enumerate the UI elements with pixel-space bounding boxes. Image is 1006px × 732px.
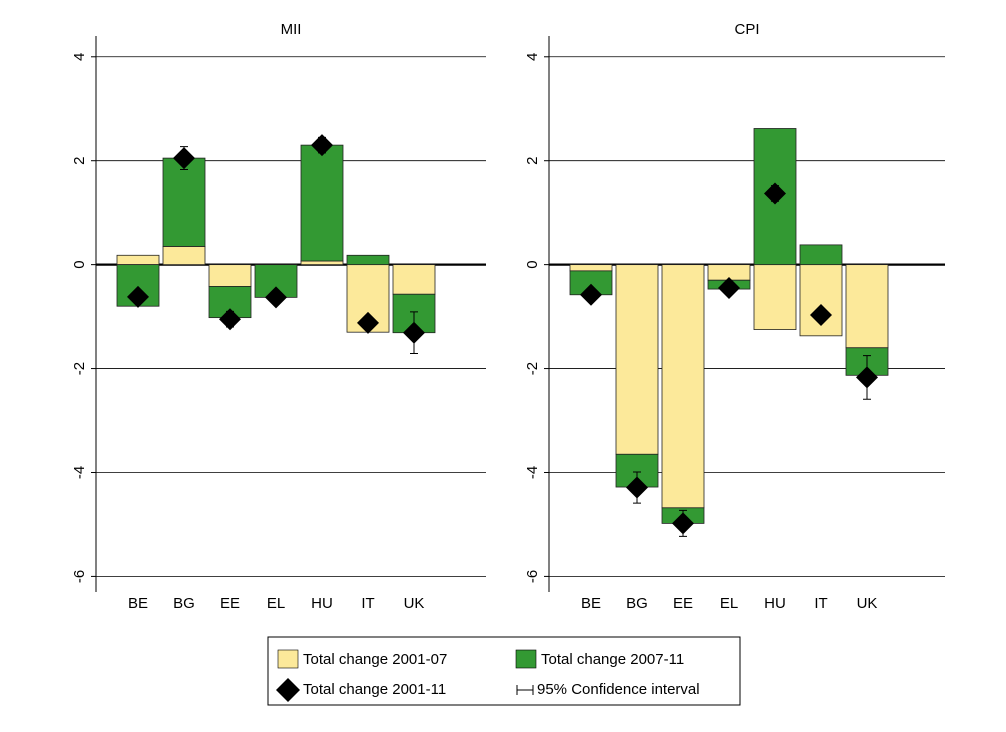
diamond-marker xyxy=(173,147,195,170)
y-tick-label: -2 xyxy=(524,362,541,375)
bar xyxy=(845,264,889,349)
bar xyxy=(753,264,797,330)
legend-label: Total change 2001-07 xyxy=(303,651,447,668)
y-tick-label: -4 xyxy=(524,466,541,479)
bar xyxy=(569,264,613,272)
x-tick-label: HU xyxy=(764,595,786,612)
diamond-marker xyxy=(856,366,878,389)
legend-box xyxy=(267,636,741,706)
y-tick-label: 0 xyxy=(71,260,88,268)
bar xyxy=(346,254,390,266)
diamond-marker xyxy=(580,283,602,306)
y-tick-label: -2 xyxy=(71,362,88,375)
y-tick-label: 4 xyxy=(524,53,541,61)
bar xyxy=(116,254,160,266)
diamond-marker xyxy=(265,286,287,309)
legend-label: Total change 2001-11 xyxy=(303,681,446,698)
bar xyxy=(208,264,252,287)
bar xyxy=(615,264,659,455)
bar xyxy=(300,260,344,266)
diamond-marker xyxy=(219,308,241,331)
x-tick-label: EE xyxy=(673,595,693,612)
legend-label: 95% Confidence interval xyxy=(537,681,700,698)
y-tick-label: -6 xyxy=(524,570,541,583)
x-tick-label: IT xyxy=(361,595,374,612)
y-tick-label: 2 xyxy=(524,157,541,165)
panel-title: MII xyxy=(281,21,302,38)
bar xyxy=(661,264,705,509)
bar xyxy=(162,246,206,266)
bar xyxy=(392,264,436,295)
bar xyxy=(799,244,843,266)
panel-title: CPI xyxy=(734,21,759,38)
x-tick-label: IT xyxy=(814,595,827,612)
diamond-marker xyxy=(718,277,740,300)
y-tick-label: -6 xyxy=(71,570,88,583)
legend-ci xyxy=(516,685,534,695)
diamond-marker xyxy=(672,512,694,535)
y-tick-label: 2 xyxy=(71,157,88,165)
y-tick-label: 0 xyxy=(524,260,541,268)
diamond-marker xyxy=(764,182,786,205)
diamond-marker xyxy=(357,311,379,334)
x-tick-label: EL xyxy=(720,595,738,612)
diamond-marker xyxy=(626,476,648,499)
bar xyxy=(162,157,206,247)
legend-diamond xyxy=(276,678,300,702)
x-tick-label: BE xyxy=(581,595,601,612)
legend-label: Total change 2007-11 xyxy=(541,651,684,668)
y-tick-label: 4 xyxy=(71,53,88,61)
diamond-marker xyxy=(127,285,149,308)
legend-swatch xyxy=(277,649,299,669)
legend-swatch xyxy=(515,649,537,669)
x-tick-label: UK xyxy=(404,595,425,612)
x-tick-label: BG xyxy=(626,595,648,612)
x-tick-label: HU xyxy=(311,595,333,612)
x-tick-label: EL xyxy=(267,595,285,612)
x-tick-label: BG xyxy=(173,595,195,612)
bar xyxy=(300,144,344,262)
diamond-marker xyxy=(311,134,333,157)
y-tick-label: -4 xyxy=(71,466,88,479)
diamond-marker xyxy=(403,321,425,344)
diamond-marker xyxy=(810,304,832,327)
x-tick-label: BE xyxy=(128,595,148,612)
x-tick-label: UK xyxy=(857,595,878,612)
x-tick-label: EE xyxy=(220,595,240,612)
